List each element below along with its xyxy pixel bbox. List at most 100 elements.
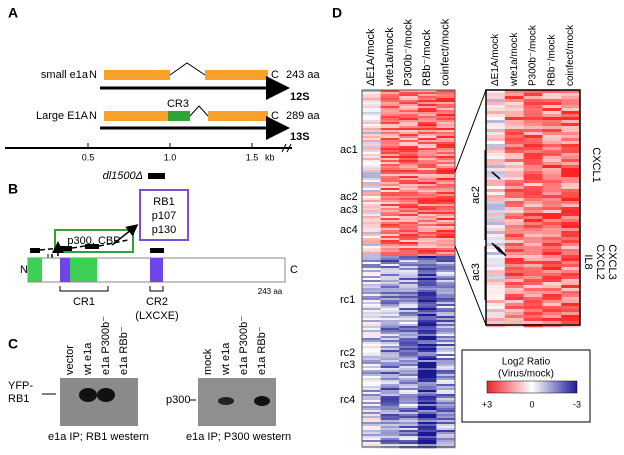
heat-cell — [436, 124, 456, 127]
heat-cell — [486, 180, 506, 184]
heat-cell — [380, 310, 400, 313]
heat-cell — [417, 316, 437, 319]
heat-cell — [399, 296, 419, 299]
heat-cell — [436, 112, 456, 115]
heat-cell — [436, 188, 456, 191]
heat-cell — [417, 272, 437, 275]
heat-cell — [417, 110, 437, 113]
heat-cell — [399, 274, 419, 277]
heat-cell — [486, 156, 506, 160]
heat-cell — [362, 254, 381, 257]
heat-cell — [417, 182, 437, 185]
heat-cell — [380, 156, 400, 159]
heat-cell — [523, 150, 543, 154]
scale-unit: kb — [265, 152, 275, 162]
heat-cell — [486, 312, 506, 316]
heat-cell — [399, 352, 419, 355]
heat-cell — [523, 300, 543, 304]
heat-cell — [399, 174, 419, 177]
heat-cell — [523, 147, 543, 151]
heat-cell — [486, 132, 506, 136]
heat-cell — [399, 130, 419, 133]
heat-cell — [504, 144, 524, 148]
heat-cell — [399, 120, 419, 123]
heat-cell — [504, 306, 524, 310]
heat-cell — [399, 360, 419, 363]
panel-label: D — [332, 5, 342, 21]
heat-cell — [362, 374, 381, 377]
heat-cell — [380, 208, 400, 211]
heat-cell — [380, 332, 400, 335]
column-header: RBb⁻/mock — [421, 29, 433, 86]
heat-cell — [436, 308, 456, 311]
heat-cell — [380, 112, 400, 115]
heat-cell — [486, 141, 506, 145]
heat-cell — [436, 378, 456, 381]
heat-cell — [362, 136, 381, 139]
heat-cell — [399, 172, 419, 175]
heat-cell — [542, 228, 562, 232]
heat-cell — [380, 100, 400, 103]
heat-cell — [380, 330, 400, 333]
heat-cell — [380, 364, 400, 367]
heat-cell — [380, 122, 400, 125]
heat-cell — [380, 98, 400, 101]
heat-cell — [523, 288, 543, 292]
heat-cell — [417, 210, 437, 213]
heat-cell — [380, 134, 400, 137]
heat-cell — [561, 234, 581, 238]
heat-cell — [504, 120, 524, 124]
heat-cell — [436, 372, 456, 375]
heat-cell — [380, 214, 400, 217]
heat-cell — [417, 122, 437, 125]
heat-cell — [362, 424, 381, 427]
heat-cell — [417, 170, 437, 173]
heat-cell — [486, 273, 506, 277]
heat-cell — [436, 232, 456, 235]
heat-cell — [399, 262, 419, 265]
heat-cell — [399, 146, 419, 149]
heat-cell — [436, 100, 456, 103]
heat-cell — [380, 180, 400, 183]
heat-cell — [380, 244, 400, 247]
heat-cell — [362, 240, 381, 243]
heat-cell — [436, 190, 456, 193]
heat-cell — [542, 147, 562, 151]
heat-cell — [436, 156, 456, 159]
heat-cell — [380, 152, 400, 155]
domain — [28, 258, 42, 282]
heat-cell — [380, 124, 400, 127]
heat-cell — [380, 160, 400, 163]
n-term: N — [89, 110, 97, 122]
heat-cell — [417, 388, 437, 391]
heat-cell — [417, 404, 437, 407]
heat-cell — [399, 312, 419, 315]
heat-cell — [504, 270, 524, 274]
heat-cell — [417, 350, 437, 353]
heat-cell — [417, 308, 437, 311]
heat-cell — [362, 230, 381, 233]
heat-cell — [399, 220, 419, 223]
heat-cell — [561, 114, 581, 118]
heat-cell — [436, 204, 456, 207]
lane: vector — [64, 345, 76, 375]
heat-cell — [399, 108, 419, 111]
heat-cell — [542, 105, 562, 109]
heat-cell — [486, 255, 506, 259]
heat-cell — [380, 248, 400, 251]
heat-cell — [417, 426, 437, 429]
domain-label: CR3 — [167, 98, 189, 110]
heat-cell — [417, 302, 437, 305]
heat-cell — [561, 120, 581, 124]
heat-cell — [417, 238, 437, 241]
heat-cell — [417, 402, 437, 405]
heat-cell — [523, 282, 543, 286]
heat-cell — [542, 291, 562, 295]
heat-cell — [542, 261, 562, 265]
heat-cell — [380, 380, 400, 383]
heat-cell — [523, 225, 543, 229]
heat-cell — [399, 356, 419, 359]
heat-cell — [417, 436, 437, 439]
heat-cell — [486, 237, 506, 241]
heat-cell — [523, 204, 543, 208]
